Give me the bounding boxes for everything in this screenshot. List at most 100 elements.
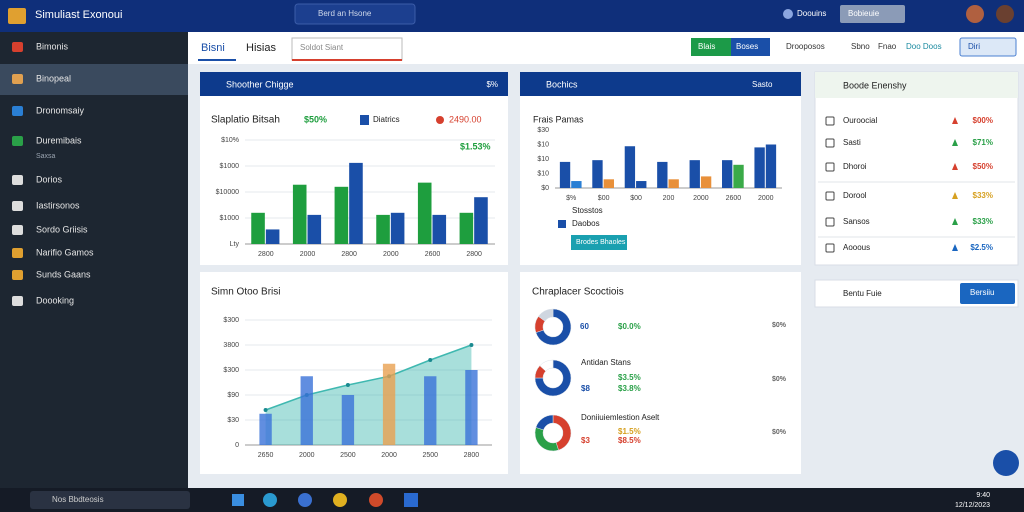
legend-title: Stosstos xyxy=(572,206,603,215)
bar xyxy=(722,160,733,188)
task-icon[interactable] xyxy=(404,493,418,507)
avatar[interactable] xyxy=(966,5,984,23)
tab[interactable]: Bisni xyxy=(201,42,225,54)
annotation: $1.53% xyxy=(460,141,491,151)
y-tick-label: $10000 xyxy=(216,189,239,196)
chart-title: Slaplatio Bitsah xyxy=(211,115,280,126)
fab[interactable] xyxy=(993,450,1019,476)
button[interactable] xyxy=(731,38,770,56)
row-arrow xyxy=(952,218,958,225)
x-tick-label: 2650 xyxy=(258,452,274,459)
sidebar-item[interactable]: Bimonis xyxy=(36,41,69,51)
button[interactable] xyxy=(691,38,731,56)
taskbar-search-text[interactable]: Nos Bbdteosis xyxy=(52,495,104,504)
task-icon[interactable] xyxy=(333,493,347,507)
toolbar-link[interactable]: Fnao xyxy=(878,42,897,51)
toolbar-link[interactable]: Doo Doos xyxy=(906,42,942,51)
task-icon[interactable] xyxy=(263,493,277,507)
row-value: $2.5% xyxy=(970,243,993,252)
sidebar-item[interactable]: Doooking xyxy=(36,295,74,305)
button-label[interactable]: Brodes Bhaoles xyxy=(576,239,626,246)
sidebar-icon xyxy=(12,136,23,146)
bar xyxy=(603,179,614,188)
bar xyxy=(259,413,272,445)
area xyxy=(265,345,472,445)
row-icon xyxy=(825,162,835,172)
avatar[interactable] xyxy=(996,5,1014,23)
donut-value: $0.0% xyxy=(618,322,641,331)
sidebar-icon xyxy=(12,248,23,258)
bar xyxy=(424,376,437,445)
x-tick-label: $00 xyxy=(630,195,642,202)
toolbar-link[interactable]: Sbno xyxy=(851,42,870,51)
sidebar-item[interactable]: Sunds Gaans xyxy=(36,269,91,279)
y-tick-label: 3800 xyxy=(223,342,239,349)
line xyxy=(265,344,472,411)
chart-title: Simn Otoo Brisi xyxy=(211,287,280,298)
row-icon xyxy=(825,191,835,201)
x-tick-label: 2500 xyxy=(340,452,356,459)
row-value: $33% xyxy=(973,191,993,200)
task-icon[interactable] xyxy=(298,493,312,507)
row-value: $50% xyxy=(973,162,993,171)
x-tick-label: 2000 xyxy=(693,195,709,202)
bar xyxy=(334,186,349,244)
sidebar-item[interactable]: Dorios xyxy=(36,174,63,184)
sidebar-item[interactable]: Duremibais xyxy=(36,135,82,145)
donut-title: Doniiuiemlestion Aselt xyxy=(581,413,660,422)
x-tick-label: 2800 xyxy=(466,251,482,258)
button[interactable] xyxy=(959,37,1017,57)
search-box[interactable] xyxy=(294,3,416,25)
bar xyxy=(382,363,396,445)
sidebar-item[interactable]: Sordo Griisis xyxy=(36,224,88,234)
row-icon xyxy=(825,217,835,227)
clock-time: 9:40 xyxy=(976,492,990,499)
x-tick-label: 2000 xyxy=(381,452,397,459)
donut-value: $3.5% xyxy=(618,373,641,382)
button-label[interactable]: Bersiiu xyxy=(970,288,994,297)
button-label[interactable]: Boses xyxy=(736,42,758,51)
task-icon[interactable] xyxy=(232,494,244,506)
bar xyxy=(349,162,363,244)
y-tick-label: $1000 xyxy=(220,215,240,222)
search-placeholder[interactable]: Berd an Hsone xyxy=(318,9,372,18)
row-label: Aooous xyxy=(843,243,870,252)
bar xyxy=(292,184,307,244)
sidebar-item[interactable]: Narifio Gamos xyxy=(36,247,94,257)
donut-value: $0% xyxy=(772,429,787,436)
tab[interactable]: Hisias xyxy=(246,42,276,54)
button-label[interactable]: Diri xyxy=(968,42,980,51)
taskbar-search[interactable] xyxy=(30,491,190,509)
bar xyxy=(417,182,432,244)
bar xyxy=(689,160,700,188)
legend-swatch xyxy=(360,115,369,125)
top-button[interactable] xyxy=(840,5,905,23)
button-label[interactable]: Blais xyxy=(698,42,715,51)
user-name: Doouins xyxy=(797,9,826,18)
row-arrow xyxy=(952,244,958,251)
sidebar-item[interactable]: Binopeal xyxy=(36,73,71,83)
sidebar-active xyxy=(0,64,188,95)
x-tick-label: 2000 xyxy=(300,251,316,258)
sidebar-icon xyxy=(12,106,23,116)
y-tick-label: Lty xyxy=(230,241,240,248)
button-label[interactable]: Bobieuie xyxy=(848,9,880,18)
donut-value: $1.5% xyxy=(618,427,641,436)
sidebar-item[interactable]: Saxsa xyxy=(36,153,56,160)
panel-header xyxy=(815,72,1018,98)
sidebar-item[interactable]: Dronomsaiy xyxy=(36,105,85,115)
button[interactable] xyxy=(960,283,1015,304)
bar xyxy=(265,229,280,244)
toolbar-link[interactable]: Drooposos xyxy=(786,42,825,51)
bar xyxy=(754,147,765,188)
button[interactable] xyxy=(571,235,627,250)
task-icon[interactable] xyxy=(369,493,383,507)
sidebar-item[interactable]: Iastirsonos xyxy=(36,200,80,210)
bar xyxy=(559,161,571,188)
row-value: $71% xyxy=(973,138,993,147)
y-tick-label: $10 xyxy=(537,170,549,177)
select-value[interactable]: Soldot Siant xyxy=(300,43,344,52)
x-tick-label: $% xyxy=(566,195,576,202)
